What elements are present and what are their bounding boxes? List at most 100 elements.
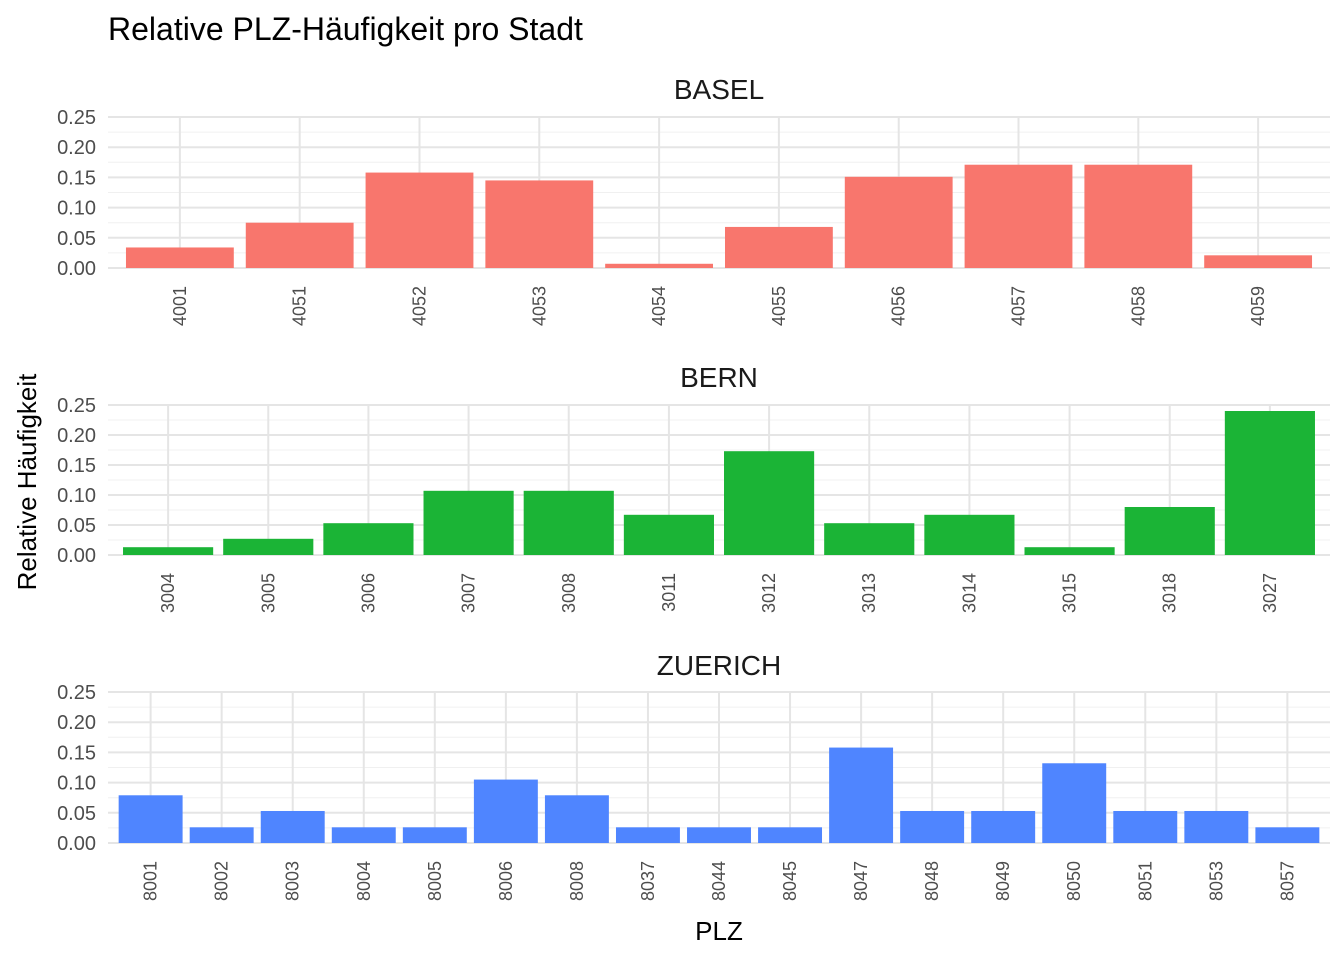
x-tick-label: 8006 [496, 861, 516, 901]
x-tick-label: 3006 [358, 573, 378, 613]
bar-4059 [1204, 255, 1313, 268]
bar-3004 [123, 547, 214, 555]
bar-4051 [245, 222, 354, 268]
x-tick-label: 8003 [283, 861, 303, 901]
x-tick-label: 8008 [567, 861, 587, 901]
bar-3018 [1124, 507, 1215, 555]
y-tick-label: 0.00 [57, 258, 96, 280]
facet-panels: BASEL 0.00 0.05 0.10 0.15 0.20 0.25 4001 4051 405… [57, 74, 1330, 901]
chart-title: Relative PLZ-Häufigkeit pro Stadt [108, 11, 583, 47]
y-tick-label: 0.25 [57, 682, 96, 704]
y-tick-label: 0.20 [57, 712, 96, 734]
panel-title: BERN [680, 362, 758, 393]
panel-bern: BERN 0.00 0.05 0.10 0.15 0.20 0.25 3004 3005 3006… [57, 362, 1330, 613]
x-tick-label: 8051 [1135, 861, 1155, 901]
panel-zuerich: ZUERICH 0.00 0.05 0.10 0.15 0.20 0.25 8001 8002 8… [57, 650, 1330, 901]
x-tick-label: 3008 [559, 573, 579, 613]
bar-3013 [824, 523, 915, 555]
x-tick-label: 8057 [1277, 861, 1297, 901]
y-tick-label: 0.15 [57, 742, 96, 764]
y-tick-label: 0.10 [57, 485, 96, 507]
y-tick-label: 0.20 [57, 425, 96, 447]
bar-4001 [125, 247, 234, 268]
x-tick-label: 4055 [769, 286, 789, 326]
bar-8051 [1113, 810, 1178, 843]
panel-title: ZUERICH [657, 650, 781, 681]
bar-3006 [323, 523, 414, 555]
y-tick-label: 0.00 [57, 833, 96, 855]
bar-8047 [829, 747, 894, 843]
panel-title: BASEL [674, 74, 764, 105]
x-tick-label: 8004 [354, 861, 374, 901]
x-tick-label: 4059 [1248, 286, 1268, 326]
x-tick-label: 3005 [258, 573, 278, 613]
x-tick-label: 8047 [851, 861, 871, 901]
x-tick-label: 8045 [780, 861, 800, 901]
x-tick-label: 8001 [141, 861, 161, 901]
bar-8004 [331, 827, 396, 843]
bar-8005 [402, 827, 467, 843]
x-tick-label: 3027 [1260, 573, 1280, 613]
x-tick-label: 8044 [709, 861, 729, 901]
x-tick-label: 8037 [638, 861, 658, 901]
x-tick-label: 4054 [649, 286, 669, 326]
bar-3015 [1024, 547, 1115, 555]
x-tick-label: 8053 [1206, 861, 1226, 901]
x-tick-label: 3007 [459, 573, 479, 613]
x-tick-label: 4052 [409, 286, 429, 326]
x-tick-label: 8050 [1064, 861, 1084, 901]
x-tick-label: 8048 [922, 861, 942, 901]
bar-8001 [118, 795, 183, 843]
bar-3007 [423, 490, 514, 555]
bar-4057 [964, 164, 1073, 268]
y-tick-label: 0.20 [57, 137, 96, 159]
bar-3014 [924, 514, 1015, 555]
x-tick-label: 3015 [1060, 573, 1080, 613]
bar-8003 [260, 810, 325, 843]
x-tick-label: 8005 [425, 861, 445, 901]
bar-8044 [687, 827, 751, 843]
y-tick-label: 0.10 [57, 773, 96, 795]
bar-8045 [758, 827, 823, 843]
y-axis-title: Relative Häufigkeit [12, 373, 42, 591]
y-tick-label: 0.15 [57, 167, 96, 189]
bar-3005 [223, 538, 314, 555]
x-tick-label: 3018 [1160, 573, 1180, 613]
y-tick-label: 0.25 [57, 107, 96, 129]
x-tick-label: 8049 [993, 861, 1013, 901]
bar-3008 [523, 490, 614, 555]
x-tick-label: 4058 [1128, 286, 1148, 326]
bar-8050 [1042, 763, 1107, 843]
x-tick-label: 4056 [889, 286, 909, 326]
y-tick-label: 0.05 [57, 515, 96, 537]
x-tick-label: 8002 [212, 861, 232, 901]
x-tick-label: 4051 [290, 286, 310, 326]
bar-4053 [485, 180, 594, 268]
bar-4052 [365, 172, 474, 268]
x-tick-label: 4053 [529, 286, 549, 326]
bar-8057 [1255, 827, 1320, 843]
x-tick-label: 3012 [759, 573, 779, 613]
y-tick-label: 0.05 [57, 803, 96, 825]
y-tick-label: 0.10 [57, 198, 96, 220]
x-tick-label: 4001 [170, 286, 190, 326]
bar-8049 [971, 810, 1036, 843]
panel-basel: BASEL 0.00 0.05 0.10 0.15 0.20 0.25 4001 4051 405… [57, 74, 1330, 326]
y-tick-label: 0.15 [57, 455, 96, 477]
y-tick-label: 0.00 [57, 545, 96, 567]
bar-8053 [1184, 810, 1249, 843]
x-axis-title: PLZ [695, 916, 743, 946]
y-tick-label: 0.25 [57, 395, 96, 417]
bar-8037 [615, 827, 680, 843]
x-tick-label: 3014 [959, 573, 979, 613]
bar-8048 [900, 810, 965, 843]
x-tick-label: 3013 [859, 573, 879, 613]
x-tick-label: 4057 [1009, 286, 1029, 326]
x-tick-label: 3004 [158, 573, 178, 613]
bar-4054 [605, 263, 714, 268]
bar-4058 [1084, 164, 1193, 268]
bar-4055 [724, 226, 833, 268]
bar-3011 [623, 514, 714, 555]
bar-4056 [844, 176, 953, 268]
